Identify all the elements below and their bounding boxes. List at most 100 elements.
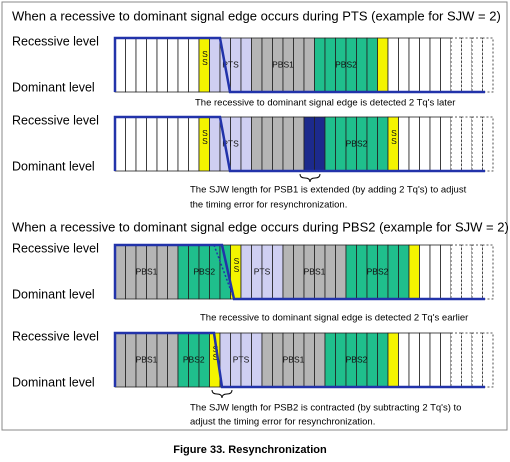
time-quantum [156,332,168,388]
time-quantum [188,37,200,93]
time-quantum [177,37,189,93]
dominant-label: Dominant level [12,80,95,94]
note: The SJW length for PSB1 is extended (by … [190,185,467,196]
time-quantum [146,37,158,93]
note: the timing error for resynchronization. [190,200,347,211]
time-quantum [345,244,357,300]
dominant-label: Dominant level [12,159,95,173]
time-quantum [272,244,284,300]
time-quantum [387,116,399,172]
segment-label: PBS1 [136,266,158,276]
segment-label: PTS [254,266,271,276]
time-quantum [114,37,126,93]
brace [211,389,233,399]
recessive-label: Recessive level [12,241,99,255]
dominant-label: Dominant level [12,375,95,389]
time-quantum [251,116,263,172]
section-title: When a recessive to dominant signal edge… [12,8,501,23]
time-quantum [450,116,462,172]
time-quantum [335,332,347,388]
segment-label: PBS2 [193,266,215,276]
time-quantum [429,332,441,388]
segment-label: SS [211,344,221,360]
time-quantum [461,116,473,172]
dominant-label: Dominant level [12,287,95,301]
time-quantum [293,37,305,93]
segment-label: PBS1 [272,59,294,69]
time-quantum [366,116,378,172]
time-quantum [167,116,179,172]
time-quantum [125,244,137,300]
time-quantum [114,116,126,172]
time-quantum [398,116,410,172]
time-quantum [261,37,273,93]
time-quantum [167,332,179,388]
segment-label: PBS2 [346,354,368,364]
time-quantum [314,37,326,93]
time-quantum [324,332,336,388]
segment-label: PTS [222,59,239,69]
time-quantum [209,37,221,93]
brace [299,173,321,183]
segment-label: PTS [233,354,250,364]
segment-label: PBS2 [346,138,368,148]
time-quantum [366,332,378,388]
segment-label: SS [232,256,242,272]
time-quantum [303,332,315,388]
time-quantum [450,332,462,388]
time-quantum [377,37,389,93]
time-quantum [429,116,441,172]
segment-label: SS [389,128,399,144]
time-quantum [135,37,147,93]
time-quantum [408,37,420,93]
time-quantum [471,244,483,300]
segment-label: PTS [222,138,239,148]
time-quantum [419,244,431,300]
time-quantum [177,116,189,172]
time-quantum [282,116,294,172]
time-quantum [240,244,252,300]
time-quantum [429,244,441,300]
time-quantum [377,116,389,172]
time-quantum [293,116,305,172]
time-quantum [440,332,452,388]
time-quantum [272,116,284,172]
signal-line [113,36,485,94]
time-quantum [303,116,315,172]
time-quantum [114,332,126,388]
time-quantum [303,37,315,93]
time-quantum [188,116,200,172]
time-quantum [419,116,431,172]
time-quantum [251,37,263,93]
time-quantum [335,244,347,300]
segment-label: SS [200,49,210,65]
signal-line-shift [213,244,235,300]
time-quantum [156,37,168,93]
time-quantum [398,332,410,388]
time-quantum [156,116,168,172]
recessive-label: Recessive level [12,34,99,48]
time-quantum [209,116,221,172]
segment-label: PBS2 [367,266,389,276]
signal-line [113,331,485,389]
segment-label: PBS1 [283,354,305,364]
time-quantum [240,37,252,93]
time-quantum [261,116,273,172]
time-quantum [461,244,473,300]
time-quantum [450,244,462,300]
signal-line [113,115,485,173]
time-quantum [482,37,494,93]
time-quantum [198,37,210,93]
time-quantum [198,116,210,172]
time-quantum [450,37,462,93]
segment-label: SS [200,128,210,144]
time-quantum [146,116,158,172]
time-quantum [482,332,494,388]
time-quantum [125,37,137,93]
note: The recessive to dominant signal edge is… [200,313,468,324]
time-quantum [314,332,326,388]
time-quantum [261,332,273,388]
recessive-label: Recessive level [12,113,99,127]
